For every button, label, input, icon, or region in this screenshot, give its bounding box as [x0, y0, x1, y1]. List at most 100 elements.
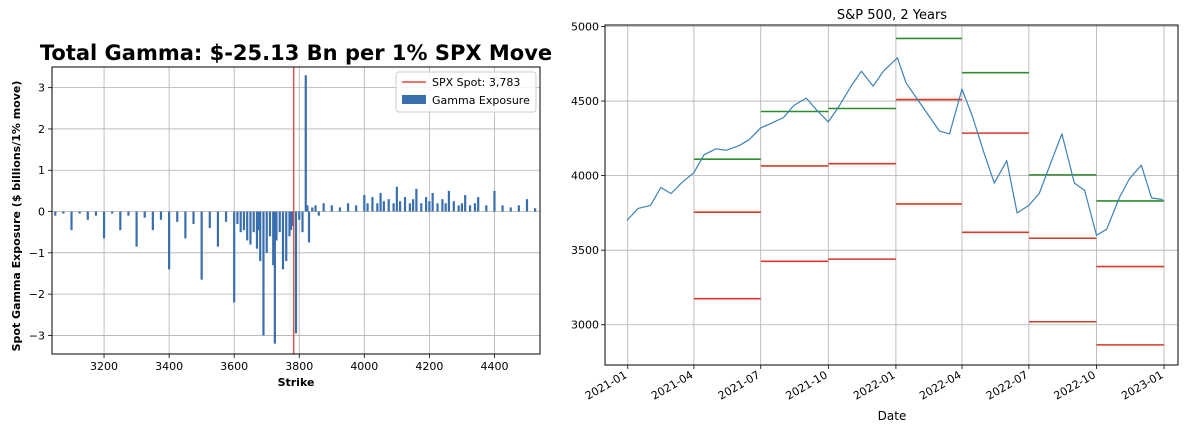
gamma-bar — [281, 211, 285, 270]
gamma-bar — [268, 211, 272, 237]
gamma-bar — [119, 211, 122, 231]
x-tick-label: 2021-07 — [716, 368, 762, 402]
gamma-bar — [493, 190, 496, 212]
range-segments — [693, 37, 1165, 346]
x-tick-label: 3800 — [285, 360, 313, 373]
x-tick-label: 2022-10 — [1052, 368, 1098, 402]
x-tick-label: 2022-04 — [917, 368, 963, 402]
gamma-bar — [399, 201, 402, 212]
gamma-bar — [252, 211, 255, 233]
gamma-bar — [216, 211, 220, 247]
gamma-bar — [298, 211, 301, 220]
gamma-bar — [54, 211, 57, 216]
gamma-bar — [301, 211, 304, 233]
gamma-exposure-chart: Total Gamma: $-25.13 Bn per 1% SPX Move … — [10, 41, 552, 389]
gamma-bar — [534, 208, 537, 212]
y-tick-label: 4000 — [571, 170, 599, 183]
gamma-bar — [208, 211, 211, 229]
legend-spot-label: SPX Spot: 3,783 — [432, 76, 520, 89]
gamma-bar — [441, 199, 444, 212]
legend-gamma-label: Gamma Exposure — [432, 94, 530, 107]
gamma-bar — [338, 207, 342, 212]
gamma-bar — [379, 192, 382, 212]
gamma-bar — [242, 211, 246, 231]
gamma-bar — [314, 205, 317, 212]
x-tick-label: 2022-01 — [851, 368, 897, 402]
y-tick-label: 4500 — [571, 95, 599, 108]
gamma-bar — [224, 211, 228, 222]
gamma-bar — [184, 211, 187, 239]
y-tick-label: 5000 — [571, 20, 599, 33]
gamma-bar — [246, 211, 249, 241]
y-tick-label: 1 — [38, 164, 45, 177]
gamma-bar — [70, 211, 73, 231]
y-tick-label: 3 — [38, 82, 45, 95]
gamma-bar — [288, 211, 291, 237]
gamma-bar — [200, 211, 203, 280]
x-tick-label: 2021-10 — [784, 368, 830, 402]
x-axis-label: Date — [878, 409, 907, 423]
gamma-bar — [485, 205, 488, 212]
gamma-bar — [412, 199, 415, 212]
gamma-bar — [78, 211, 81, 214]
sp500-chart: S&P 500, 2 Years Date 2021-01 2021-04 2021… — [571, 8, 1179, 423]
gamma-bar — [311, 207, 314, 212]
x-tick-label: 2021-04 — [649, 368, 695, 402]
gamma-bar — [447, 190, 451, 212]
gamma-bar — [501, 205, 504, 212]
gamma-bar — [265, 211, 268, 253]
gamma-bar — [304, 75, 307, 212]
gamma-bar — [428, 201, 431, 212]
gamma-bar — [444, 203, 447, 212]
x-tick-label: 4000 — [350, 360, 378, 373]
y-tick-label: 3000 — [571, 319, 599, 332]
gamma-bar — [94, 211, 98, 216]
y-tick-label: 3500 — [571, 244, 599, 257]
y-tick-label: −3 — [29, 329, 45, 342]
gamma-bar — [111, 211, 114, 214]
gamma-bar — [275, 211, 278, 241]
axis-ticks: 2021-01 2021-04 2021-07 2021-10 2022-01 2022-… — [571, 20, 1166, 402]
plot-frame — [604, 24, 1179, 366]
gamma-bar — [322, 203, 325, 212]
gamma-bar — [127, 211, 130, 216]
gamma-bar — [517, 205, 520, 212]
gamma-bar — [371, 197, 374, 212]
gamma-bar — [355, 205, 358, 212]
y-tick-label: −2 — [29, 288, 45, 301]
gamma-bar — [159, 211, 163, 220]
x-tick-label: 4400 — [480, 360, 508, 373]
gamma-bar — [363, 195, 366, 212]
gamma-bar — [415, 188, 418, 212]
gamma-bar — [473, 203, 477, 212]
x-tick-label: 3600 — [220, 360, 248, 373]
x-tick-label: 2021-01 — [583, 368, 629, 402]
gamma-bar — [382, 201, 385, 212]
panel-divider — [567, 0, 569, 424]
gamma-bar — [403, 197, 407, 212]
gamma-bar — [86, 211, 89, 220]
gamma-bar — [395, 186, 398, 212]
gamma-bar — [143, 211, 146, 218]
gamma-bar — [168, 211, 171, 270]
gamma-bar — [285, 211, 288, 262]
gamma-bar — [233, 211, 236, 303]
gamma-bar — [477, 197, 480, 212]
gamma-bar — [290, 211, 293, 231]
legend-box — [395, 71, 537, 113]
gamma-bar — [239, 211, 242, 233]
y-axis-label: Spot Gamma Exposure ($ billions/1% move) — [10, 81, 23, 352]
gamma-bar — [420, 203, 423, 212]
gamma-bar — [464, 195, 467, 212]
gamma-bar — [460, 203, 464, 212]
gamma-bar — [509, 207, 512, 212]
gamma-bar — [346, 203, 350, 212]
plot-frame — [51, 66, 541, 355]
gamma-bar — [291, 211, 294, 226]
gamma-bar — [366, 203, 369, 212]
y-tick-label: 2 — [38, 123, 45, 136]
x-tick-label: 4200 — [415, 360, 443, 373]
sp500-price-line — [626, 57, 1163, 236]
gamma-bar — [307, 211, 311, 243]
gamma-bar — [62, 211, 65, 214]
